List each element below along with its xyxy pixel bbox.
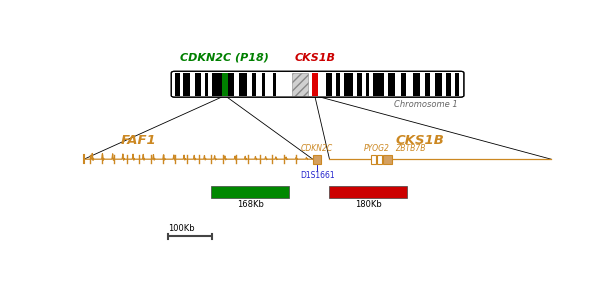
Bar bbox=[400, 73, 406, 96]
Bar bbox=[183, 73, 190, 96]
Bar bbox=[373, 73, 384, 96]
Bar bbox=[222, 73, 228, 96]
Text: D1S1661: D1S1661 bbox=[300, 171, 335, 180]
Bar bbox=[330, 186, 407, 198]
Bar bbox=[312, 73, 317, 96]
Bar bbox=[194, 73, 201, 96]
Text: CDKN2C (P18): CDKN2C (P18) bbox=[180, 53, 269, 63]
Bar bbox=[273, 73, 276, 96]
Bar bbox=[446, 73, 451, 96]
Text: CKS1B: CKS1B bbox=[294, 53, 335, 63]
Bar bbox=[252, 73, 256, 96]
Bar bbox=[435, 73, 442, 96]
Bar bbox=[212, 186, 289, 198]
Bar bbox=[336, 73, 339, 96]
Bar bbox=[383, 155, 392, 164]
Bar bbox=[239, 73, 247, 96]
Bar bbox=[425, 73, 430, 96]
Bar bbox=[212, 73, 223, 96]
Text: 168Kb: 168Kb bbox=[237, 200, 264, 209]
Bar bbox=[389, 73, 395, 96]
Bar bbox=[228, 73, 234, 96]
Bar bbox=[326, 73, 333, 96]
Text: PYOG2: PYOG2 bbox=[364, 144, 390, 153]
Text: Chromosome 1: Chromosome 1 bbox=[394, 100, 458, 109]
Bar bbox=[262, 73, 264, 96]
Text: 100Kb: 100Kb bbox=[169, 224, 195, 233]
Bar bbox=[292, 73, 308, 96]
Bar bbox=[371, 155, 376, 164]
Bar bbox=[377, 155, 382, 164]
Bar bbox=[344, 73, 353, 96]
Bar bbox=[357, 73, 362, 96]
Bar bbox=[413, 73, 419, 96]
Bar bbox=[365, 73, 370, 96]
Text: FAF1: FAF1 bbox=[121, 134, 157, 147]
FancyBboxPatch shape bbox=[171, 71, 464, 97]
Bar bbox=[455, 73, 459, 96]
Bar bbox=[175, 73, 180, 96]
Text: 180Kb: 180Kb bbox=[355, 200, 382, 209]
Bar bbox=[313, 155, 322, 164]
Bar bbox=[205, 73, 208, 96]
Text: CDKN2C: CDKN2C bbox=[301, 144, 333, 153]
Text: CKS1B: CKS1B bbox=[395, 134, 445, 147]
Text: ZBTB7B: ZBTB7B bbox=[395, 144, 426, 153]
